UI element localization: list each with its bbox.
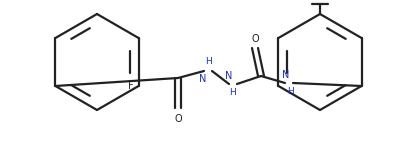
Text: H: H — [229, 88, 236, 97]
Text: N: N — [225, 71, 233, 81]
Text: H: H — [205, 57, 211, 66]
Text: H: H — [288, 87, 294, 96]
Text: O: O — [174, 114, 182, 124]
Text: N: N — [199, 74, 207, 84]
Text: O: O — [251, 34, 259, 44]
Text: N: N — [282, 70, 290, 80]
Text: F: F — [128, 81, 134, 91]
